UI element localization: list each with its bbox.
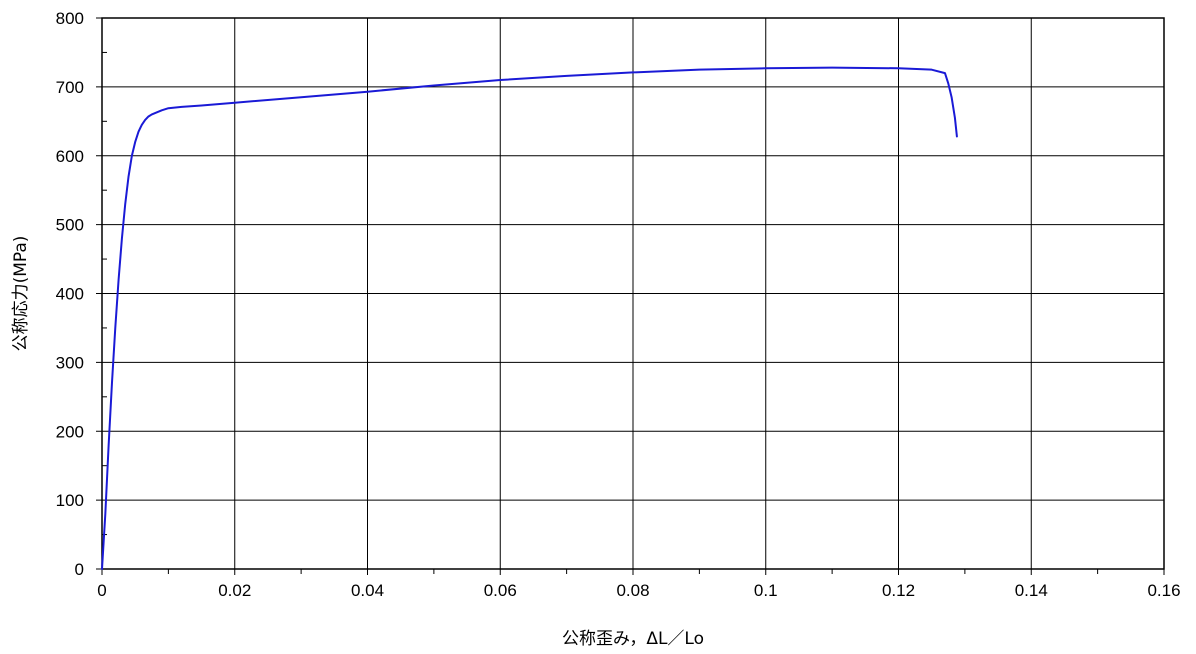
y-tick-label: 300	[56, 353, 84, 372]
y-tick-label: 200	[56, 422, 84, 441]
y-tick-label: 800	[56, 9, 84, 28]
x-tick-label: 0.08	[616, 581, 649, 600]
series-line	[101, 66, 958, 570]
grid-lines	[102, 18, 1164, 569]
x-tick-label: 0.02	[218, 581, 251, 600]
y-tick-label: 600	[56, 147, 84, 166]
y-tick-label: 700	[56, 78, 84, 97]
x-tick-label: 0.04	[351, 581, 384, 600]
y-tick-label: 100	[56, 491, 84, 510]
x-tick-label: 0.14	[1015, 581, 1048, 600]
x-tick-label: 0.1	[754, 581, 778, 600]
x-tick-label: 0	[97, 581, 106, 600]
y-axis-title: 公称応力(MPa)	[11, 236, 31, 352]
y-tick-label: 0	[75, 560, 84, 579]
y-tick-label: 400	[56, 285, 84, 304]
y-tick-label: 500	[56, 216, 84, 235]
x-axis-title: 公称歪み，ΔL／Lo	[562, 629, 704, 649]
minor-ticks	[96, 17, 1165, 575]
x-tick-labels: 0 0.02 0.04 0.06 0.08 0.1 0.12 0.14 0.16	[97, 581, 1180, 600]
plot-area	[101, 17, 1165, 570]
x-tick-label: 0.16	[1147, 581, 1180, 600]
x-tick-label: 0.12	[882, 581, 915, 600]
y-tick-labels: 0 100 200 300 400 500 600 700 800	[56, 9, 84, 579]
x-tick-label: 0.06	[484, 581, 517, 600]
series-layer	[101, 66, 958, 570]
